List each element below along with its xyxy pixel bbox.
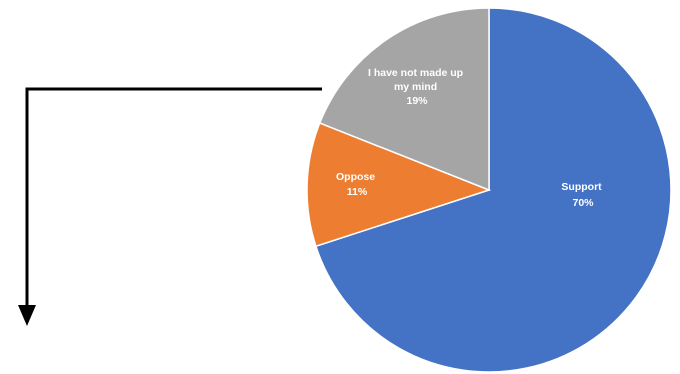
- slice-label-oppose-name: Oppose: [336, 171, 375, 183]
- slice-label-undecided: I have not made up my mind 19%: [368, 67, 466, 107]
- slice-label-undecided-line1: I have not made up: [368, 67, 463, 79]
- slice-label-support-percent: 70%: [572, 197, 594, 209]
- pie-slice-oppose: [306, 122, 492, 248]
- slice-label-support-name: Support: [561, 181, 602, 193]
- pie-slice-support: [314, 7, 672, 373]
- pie-slices: [306, 7, 672, 373]
- arrowhead-down-icon: [18, 305, 36, 326]
- connector-arrow: [18, 87, 322, 326]
- connector-line: [25, 87, 322, 312]
- slice-label-oppose-percent: 11%: [347, 186, 368, 198]
- slice-labels: Support 70% Oppose 11% I have not made u…: [336, 67, 604, 209]
- slice-label-oppose: Oppose 11%: [336, 171, 378, 198]
- pie-slice-undecided: [318, 7, 490, 192]
- slice-label-undecided-line2: my mind: [394, 81, 437, 93]
- slice-label-undecided-percent: 19%: [406, 95, 428, 107]
- slice-label-support: Support 70%: [561, 181, 604, 209]
